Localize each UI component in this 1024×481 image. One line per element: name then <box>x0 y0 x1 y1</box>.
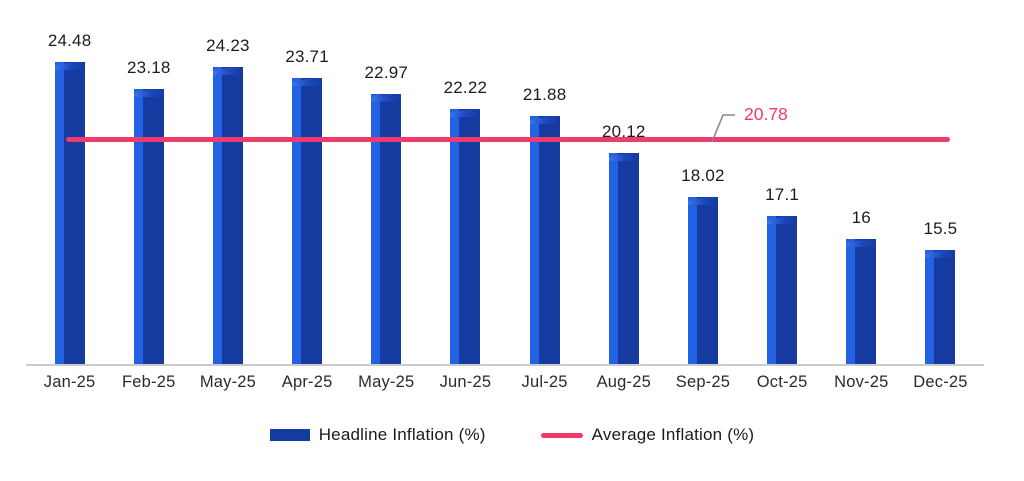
bar <box>767 216 798 365</box>
x-axis-label: Jun-25 <box>439 373 492 391</box>
bar-value-label: 24.48 <box>47 30 92 50</box>
bar-value-label: 16 <box>851 208 871 228</box>
bar <box>608 153 639 365</box>
bar <box>846 239 877 365</box>
bar-value-label: 23.71 <box>285 47 329 66</box>
bar <box>212 67 243 365</box>
bar-series-swatch-icon <box>269 429 310 441</box>
bar-value-label: 17.1 <box>765 185 800 205</box>
x-axis-label: Jul-25 <box>521 373 568 391</box>
plot-area: 20.78 24.48 23.18 24.23 23.71 22.97 22.22 21.8… <box>30 31 980 365</box>
bar <box>687 197 718 365</box>
average-inflation-line <box>65 136 951 142</box>
bar <box>529 116 560 365</box>
x-axis-label: Nov-25 <box>834 373 889 391</box>
bar-value-label: 20.12 <box>602 122 646 142</box>
x-axis-label: Oct-25 <box>756 373 808 391</box>
x-axis-line <box>26 364 984 366</box>
legend: Headline Inflation (%) Average Inflation… <box>0 425 1024 445</box>
x-axis-label: Sep-25 <box>675 373 731 391</box>
bar <box>54 61 85 365</box>
x-axis-label: Jan-25 <box>43 373 96 391</box>
line-series-swatch-icon <box>540 432 583 438</box>
x-axis-label: Dec-25 <box>913 373 968 391</box>
x-axis-label: May-25 <box>358 373 415 391</box>
bar-value-label: 22.22 <box>443 78 488 98</box>
x-axis-label: Aug-25 <box>596 373 651 391</box>
bar-value-label: 15.5 <box>923 218 958 238</box>
bar-value-label: 21.88 <box>522 85 567 105</box>
bar <box>371 93 402 365</box>
bar-value-label: 24.23 <box>206 36 250 56</box>
x-axis-label: Feb-25 <box>122 373 176 391</box>
legend-label: Headline Inflation (%) <box>318 425 486 444</box>
bar-value-label: 18.02 <box>681 166 725 186</box>
average-value-annotation: 20.78 <box>744 104 788 124</box>
callout-connector-line <box>711 114 735 143</box>
bar-value-label: 23.18 <box>127 58 171 78</box>
bar <box>292 78 323 365</box>
x-axis-label: Apr-25 <box>281 373 333 391</box>
bar <box>925 249 956 365</box>
legend-item-headline-inflation: Headline Inflation (%) <box>269 425 486 445</box>
x-axis-labels: Jan-25 Feb-25 May-25 Apr-25 May-25 Jun-25 Jul-… <box>30 373 980 392</box>
bar <box>133 89 164 365</box>
legend-item-average-inflation: Average Inflation (%) <box>540 425 755 445</box>
bar-value-label: 22.97 <box>364 62 409 82</box>
x-axis-label: May-25 <box>199 373 257 391</box>
bar <box>450 109 481 365</box>
legend-label: Average Inflation (%) <box>591 425 755 444</box>
